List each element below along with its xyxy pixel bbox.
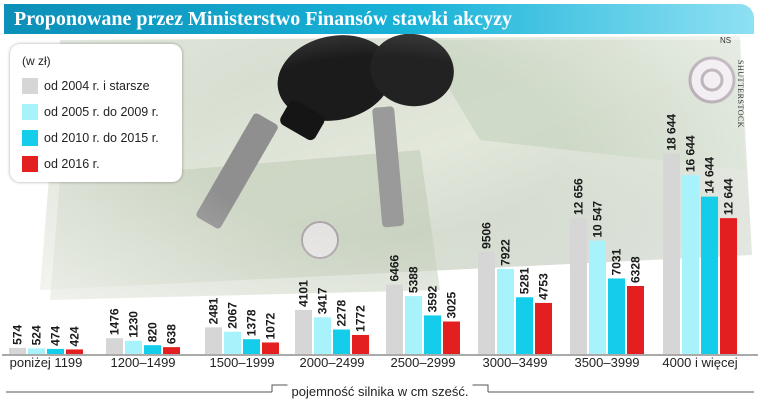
data-label: 1772 — [354, 305, 368, 332]
x-axis-title: pojemność silnika w cm sześć. — [287, 384, 473, 399]
data-label: 7031 — [610, 248, 624, 275]
data-label: 1072 — [264, 312, 278, 339]
bar — [682, 175, 699, 354]
data-label: 5281 — [518, 267, 532, 294]
category-label: 3500–3999 — [574, 355, 640, 370]
bar — [701, 196, 718, 354]
bar — [570, 218, 587, 354]
data-label: 16 644 — [684, 135, 698, 172]
bar — [205, 327, 222, 354]
bar — [589, 240, 606, 354]
category-label: 1200–1499 — [110, 355, 176, 370]
legend-label: od 2010 r. do 2015 r. — [44, 131, 159, 145]
data-label: 3417 — [316, 287, 330, 314]
data-label: 1230 — [127, 311, 141, 338]
bar — [243, 339, 260, 354]
bar — [262, 342, 279, 354]
data-label: 6466 — [388, 254, 402, 281]
data-label: 474 — [49, 326, 63, 346]
data-label: 9506 — [480, 222, 494, 249]
bar — [627, 286, 644, 354]
bar — [66, 349, 83, 354]
bar — [720, 218, 737, 354]
bar — [516, 297, 533, 354]
data-label: 4753 — [537, 273, 551, 300]
data-label: 1476 — [108, 308, 122, 335]
data-label: 14 644 — [703, 157, 717, 194]
legend-swatch — [22, 78, 38, 94]
data-label: 574 — [11, 324, 25, 344]
bar — [352, 334, 369, 354]
source-tag: NS — [720, 36, 732, 45]
bar — [28, 348, 45, 354]
legend-swatch — [22, 130, 38, 146]
category-label: 3000–3499 — [482, 355, 548, 370]
data-label: 424 — [68, 326, 82, 346]
title-bar: Proponowane przez Ministerstwo Finansów … — [4, 4, 754, 34]
data-label: 2278 — [335, 299, 349, 326]
data-label: 6328 — [629, 256, 643, 283]
legend-swatch — [22, 156, 38, 172]
bar — [125, 340, 142, 354]
bar — [333, 329, 350, 354]
data-label: 2481 — [207, 297, 221, 324]
bar — [405, 296, 422, 354]
bar — [144, 345, 161, 354]
bar — [106, 338, 123, 354]
data-label: 3592 — [426, 285, 440, 312]
legend: (w zł) od 2004 r. i starsze od 2005 r. d… — [10, 44, 182, 182]
category-label: 4000 i więcej — [662, 355, 738, 370]
legend-label: od 2005 r. do 2009 r. — [44, 105, 159, 119]
data-label: 5388 — [407, 266, 421, 293]
data-label: 7922 — [499, 239, 513, 266]
legend-label: od 2004 r. i starsze — [44, 79, 150, 93]
data-label: 10 547 — [591, 201, 605, 238]
bar — [535, 302, 552, 354]
bar — [163, 347, 180, 354]
bar — [295, 309, 312, 354]
data-label: 4101 — [297, 280, 311, 307]
data-label: 638 — [165, 324, 179, 344]
data-label: 12 656 — [572, 178, 586, 215]
data-label: 2067 — [226, 302, 240, 329]
bar — [224, 331, 241, 354]
category-label: 2500–2999 — [390, 355, 456, 370]
category-label: poniżej 1199 — [9, 355, 83, 370]
bar — [424, 315, 441, 354]
bar — [9, 347, 26, 354]
bar — [314, 317, 331, 354]
data-label: 18 644 — [665, 114, 679, 151]
data-label: 3025 — [445, 291, 459, 318]
bar — [443, 321, 460, 354]
data-label: 12 644 — [722, 178, 736, 215]
bar — [47, 348, 64, 354]
legend-swatch — [22, 104, 38, 120]
bar — [608, 278, 625, 354]
bar — [386, 284, 403, 354]
chart-title: Proponowane przez Ministerstwo Finansów … — [14, 8, 512, 30]
category-label: 2000–2499 — [299, 355, 365, 370]
legend-unit: (w zł) — [22, 54, 51, 68]
data-label: 820 — [146, 322, 160, 342]
category-label: 1500–1999 — [209, 355, 275, 370]
legend-label: od 2016 r. — [44, 157, 100, 171]
data-label: 1378 — [245, 309, 259, 336]
data-label: 524 — [30, 325, 44, 345]
bar — [663, 153, 680, 354]
bar — [478, 251, 495, 354]
photo-credit: SHUTTERSTOCK — [736, 60, 745, 129]
bar — [497, 268, 514, 354]
category-axis-labels: poniżej 1199 1200–1499 1500–1999 2000–24… — [0, 355, 760, 375]
